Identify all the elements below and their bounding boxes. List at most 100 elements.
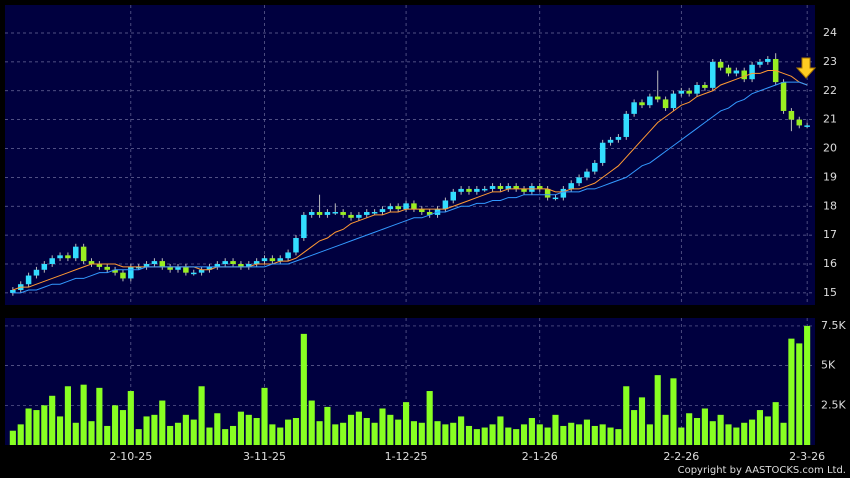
candle-body	[379, 209, 386, 213]
volume-bar	[528, 418, 535, 445]
candle-body	[780, 82, 787, 111]
volume-bar	[237, 411, 244, 445]
volume-bar	[143, 416, 150, 445]
candle-body	[308, 212, 315, 215]
candle-body	[765, 58, 771, 62]
volume-bar	[646, 424, 653, 445]
volume-bar	[638, 397, 646, 445]
candle-body	[143, 263, 150, 267]
candle-body	[57, 255, 63, 259]
candle-body	[725, 67, 732, 74]
candle-body	[481, 188, 488, 191]
volume-bar	[119, 410, 127, 445]
volume-bar	[749, 419, 756, 445]
candle-body	[371, 212, 378, 214]
candle-body	[104, 266, 110, 270]
candle-body	[80, 246, 87, 262]
volume-bar	[709, 421, 716, 445]
candle-body	[631, 102, 637, 114]
x-tick-label: 2-1-26	[522, 450, 558, 463]
volume-bar	[465, 425, 473, 445]
volume-bar	[112, 405, 119, 445]
candle-body	[301, 214, 307, 239]
candle-body	[489, 186, 496, 189]
volume-bar	[764, 416, 771, 445]
candle-body	[73, 246, 79, 259]
y-tick-label: 17	[823, 228, 837, 241]
candle-body	[198, 269, 205, 273]
volume-bar	[25, 408, 32, 445]
volume-bar	[513, 429, 520, 445]
candle-body	[426, 212, 433, 215]
candle-body	[599, 142, 606, 163]
candle-body	[49, 258, 55, 264]
volume-panel	[5, 318, 815, 445]
volume-bar	[285, 419, 292, 445]
volume-bar	[363, 418, 370, 445]
volume-bar	[481, 427, 488, 445]
volume-bar	[670, 378, 677, 445]
volume-bar	[717, 414, 724, 445]
candle-body	[332, 212, 339, 214]
volume-bar	[615, 429, 622, 445]
volume-bar	[623, 386, 630, 445]
candle-body	[151, 261, 158, 264]
volume-bar	[269, 424, 276, 445]
x-tick-label: 2-10-25	[109, 450, 152, 463]
volume-bar	[741, 422, 748, 445]
candle-body	[96, 263, 103, 267]
volume-bar	[662, 414, 669, 445]
candle-body	[222, 261, 228, 264]
volume-bar	[355, 411, 362, 445]
marks: 2-10-25 3-11-25 1-12-25 2-1-26 2-2-26 2-3-26 1…	[5, 5, 846, 463]
price-panel	[5, 5, 815, 305]
candle-body	[623, 113, 630, 137]
volume-bar	[426, 391, 433, 445]
candle-body	[607, 139, 614, 143]
volume-bar	[693, 418, 701, 445]
volume-bar	[9, 430, 16, 445]
volume-bar	[568, 422, 575, 445]
volume-bar	[780, 422, 787, 445]
candle-body	[246, 263, 252, 267]
y-tick-label: 5K	[821, 359, 836, 372]
candle-body	[505, 186, 512, 189]
candle-body	[356, 214, 362, 218]
volume-bar	[332, 424, 339, 445]
candle-body	[277, 258, 283, 262]
candle-body	[230, 261, 236, 264]
candle-body	[584, 171, 590, 178]
x-tick-label: 3-11-25	[243, 450, 286, 463]
candle-body	[419, 209, 425, 213]
candle-body	[206, 266, 213, 270]
volume-bar	[576, 424, 583, 445]
volume-bar	[222, 429, 229, 445]
y-tick-label: 19	[823, 170, 837, 183]
volume-bar	[17, 424, 24, 445]
volume-bar	[245, 414, 252, 445]
candle-body	[285, 252, 291, 259]
volume-bar	[591, 425, 598, 445]
volume-bar	[41, 405, 48, 445]
candle-body	[568, 183, 574, 189]
candle-body	[183, 266, 189, 273]
volume-bar	[253, 418, 260, 445]
x-tick-label: 2-2-26	[663, 450, 699, 463]
volume-bar	[458, 416, 465, 445]
volume-bar	[520, 424, 528, 445]
volume-bar	[583, 419, 591, 445]
candle-body	[340, 212, 346, 215]
y-tick-label: 20	[823, 142, 837, 155]
volume-bar	[324, 406, 331, 445]
volume-bar	[151, 414, 158, 445]
volume-bar	[229, 425, 237, 445]
candle-body	[521, 188, 527, 192]
candle-body	[25, 275, 32, 285]
volume-bar	[135, 429, 142, 445]
candle-body	[363, 212, 370, 215]
volume-bar	[190, 419, 197, 445]
candle-body	[513, 186, 519, 189]
candle-body	[10, 289, 16, 293]
volume-bar	[167, 425, 174, 445]
candle-body	[190, 272, 197, 275]
